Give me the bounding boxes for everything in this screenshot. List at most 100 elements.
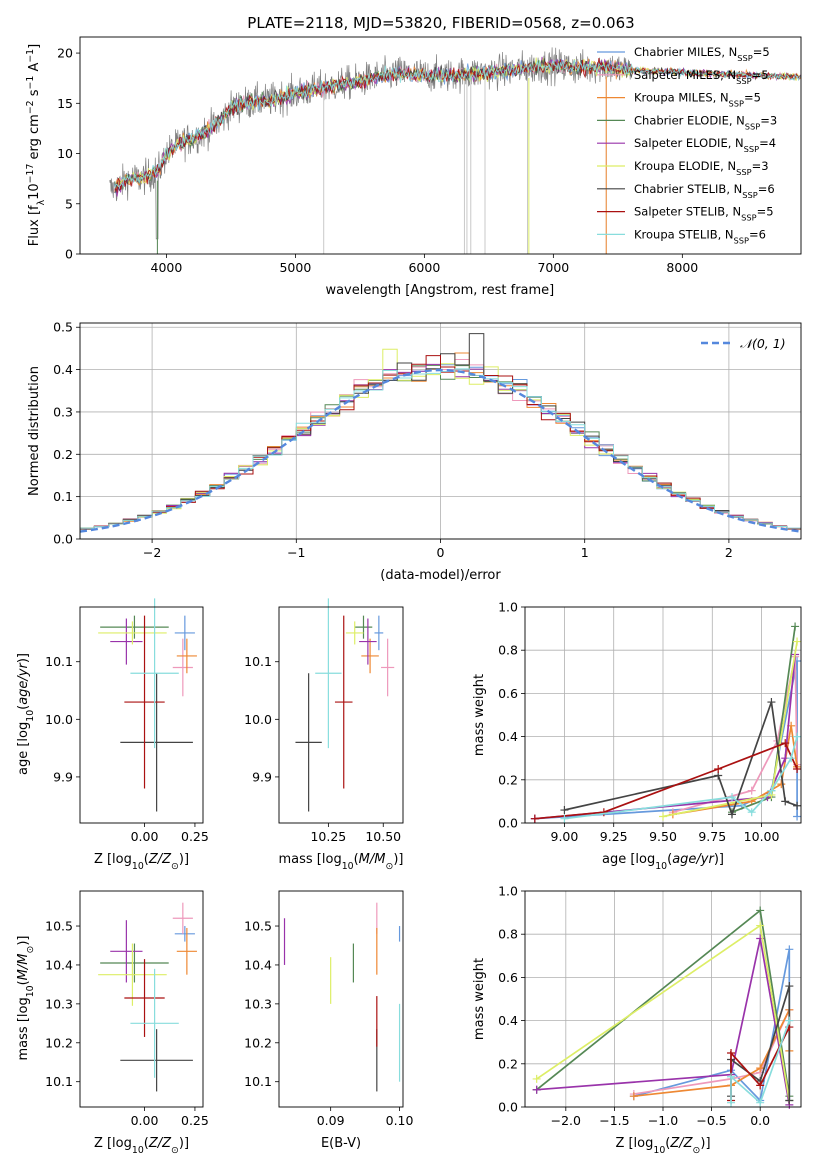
y-axis-label: Flux [fλ10−17 erg cm−2 s−1 A−1] <box>25 44 47 246</box>
weight-line-8 <box>730 1020 791 1105</box>
y-tick-label: 10.5 <box>45 919 73 934</box>
x-axis-label: Z [log10(Z/Z⊙)] <box>615 1136 710 1156</box>
x-tick-label: 4000 <box>151 260 183 275</box>
weight-marker-2-2 <box>777 780 786 789</box>
y-tick-label: 10.4 <box>45 957 73 972</box>
weight-marker-6-3 <box>767 698 776 707</box>
y-tick-label: 15 <box>57 96 73 111</box>
y-tick-label: 0.0 <box>498 816 518 831</box>
panel-mass-weight-vs-age: 9.00 9.25 9.50 9.75 10.00 0.0 0.2 0.4 0.6 0.8 1.0 a… <box>472 600 802 872</box>
x-tick-label: 0.0 <box>750 1113 770 1128</box>
x-tick-label: 0 <box>437 545 445 560</box>
x-tick-label: 8000 <box>666 260 698 275</box>
x-axis-label: wavelength [Angstrom, rest frame] <box>325 283 554 298</box>
y-tick-label: 10.1 <box>45 1074 73 1089</box>
weight-marker-8-3 <box>785 1016 794 1025</box>
x-tick-label: 0.25 <box>181 829 209 844</box>
legend-label-normal: 𝒩(0, 1) <box>740 336 786 351</box>
y-tick-label: 0.4 <box>498 1013 518 1028</box>
x-tick-label: 9.00 <box>551 829 579 844</box>
legend-label: Kroupa MILES, NSSP=5 <box>634 91 761 109</box>
weight-marker-7-4 <box>793 765 802 773</box>
spectrum-legend: Chabrier MILES, NSSP=5 Salpeter MILES, NS… <box>597 45 777 245</box>
y-tick-label: 0.2 <box>498 772 518 787</box>
y-tick-label: 0.6 <box>498 970 518 985</box>
x-tick-label: 0.25 <box>181 1113 209 1128</box>
panel-age-vs-mass: 10.25 10.50 9.9 10.0 10.1 mass [log10(M/M⊙)] <box>244 598 403 872</box>
weight-marker-8-0 <box>560 814 569 823</box>
y-tick-label: 0.3 <box>53 404 73 419</box>
y-tick-label: 10.0 <box>45 712 73 727</box>
model-spectrum-8 <box>114 59 801 189</box>
weight-line-1 <box>672 656 798 814</box>
x-tick-label: 0.00 <box>131 1113 159 1128</box>
weight-marker-8-4 <box>787 754 796 763</box>
y-tick-label: 9.9 <box>53 769 73 784</box>
weight-marker-6-5 <box>793 801 802 810</box>
x-tick-label: 5000 <box>279 260 311 275</box>
normal-curve <box>80 368 801 533</box>
x-tick-label: 1 <box>581 545 589 560</box>
y-tick-label: 10 <box>57 146 73 161</box>
x-tick-label: −1 <box>287 545 305 560</box>
figure-title: PLATE=2118, MJD=53820, FIBERID=0568, z=0… <box>247 14 634 32</box>
x-axis-label: age [log10(age/yr)] <box>602 852 724 872</box>
weight-marker-8-3 <box>767 786 776 795</box>
weight-marker-0-4 <box>793 812 802 821</box>
weight-line-8 <box>564 736 798 820</box>
weight-marker-6-2 <box>728 810 736 819</box>
weight-marker-7-1 <box>727 1049 736 1057</box>
y-tick-label: 10.3 <box>45 996 73 1011</box>
weight-marker-6-4 <box>781 797 790 806</box>
y-tick-label: 0.4 <box>53 362 73 377</box>
weight-marker-8-2 <box>747 808 756 817</box>
weight-marker-6-4 <box>785 1096 794 1105</box>
panel-mass-vs-EBV: 0.09 0.10 10.1 10.2 10.3 10.4 10.5 E(B-V) <box>244 890 414 1151</box>
y-axis-label: age [log10(age/yr)] <box>16 653 36 775</box>
y-tick-label: 10.2 <box>244 1035 272 1050</box>
observed-spectrum <box>109 47 631 240</box>
x-tick-label: 0.10 <box>386 1113 414 1128</box>
y-axis-label: mass weight <box>472 958 487 1040</box>
weight-marker-8-1 <box>728 793 736 802</box>
x-tick-label: 7000 <box>537 260 569 275</box>
weight-line-6 <box>564 701 798 817</box>
x-axis-label: Z [log10(Z/Z⊙)] <box>94 852 189 872</box>
y-tick-label: 0.4 <box>498 729 518 744</box>
y-tick-label: 5 <box>65 196 73 211</box>
weight-marker-0-3 <box>785 945 794 954</box>
weight-marker-7-2 <box>714 765 723 773</box>
y-tick-label: 0.0 <box>53 532 73 547</box>
y-tick-label: 10.0 <box>244 712 272 727</box>
x-tick-label: 0.00 <box>131 829 159 844</box>
y-tick-label: 20 <box>57 46 73 61</box>
y-tick-label: 0.2 <box>498 1056 518 1071</box>
weight-marker-5-0 <box>532 1074 541 1083</box>
x-tick-label: 10.50 <box>365 829 401 844</box>
legend-label: Kroupa STELIB, NSSP=6 <box>634 227 766 245</box>
x-tick-label: −1.5 <box>599 1113 629 1128</box>
y-tick-label: 10.1 <box>244 1074 272 1089</box>
weight-marker-8-1 <box>727 1072 736 1081</box>
x-tick-label: 10.25 <box>310 829 346 844</box>
x-tick-label: 10.00 <box>744 829 780 844</box>
y-tick-label: 10.4 <box>244 957 272 972</box>
x-axis-label: (data-model)/error <box>380 568 501 583</box>
y-axis-label: mass [log10(M/M⊙)] <box>16 936 36 1061</box>
y-tick-label: 1.0 <box>498 884 518 899</box>
residual-histogram-8 <box>80 368 801 539</box>
axes-frame <box>79 322 802 540</box>
y-tick-label: 0.6 <box>498 686 518 701</box>
weight-marker-7-3 <box>781 739 790 748</box>
y-tick-label: 0.1 <box>53 489 73 504</box>
weight-line-5 <box>662 641 798 818</box>
y-tick-label: 0.5 <box>53 320 73 335</box>
y-tick-label: 0.2 <box>53 447 73 462</box>
axes-frame <box>79 890 204 1108</box>
y-tick-label: 10.3 <box>244 996 272 1011</box>
x-tick-label: −1.0 <box>648 1113 678 1128</box>
y-tick-label: 9.9 <box>252 769 272 784</box>
x-tick-label: 0.09 <box>317 1113 345 1128</box>
weight-marker-8-0 <box>727 1098 736 1107</box>
weight-marker-5-2 <box>793 637 802 646</box>
